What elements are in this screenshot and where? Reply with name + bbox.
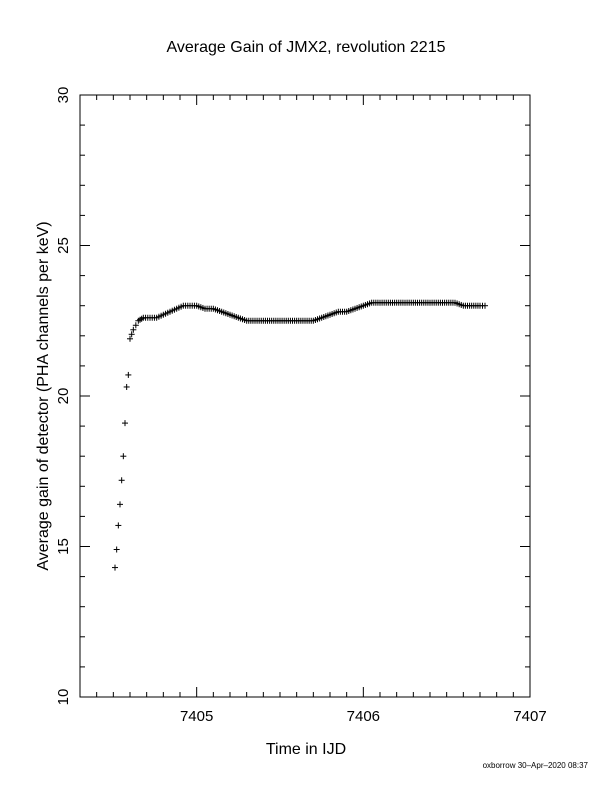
data-points xyxy=(112,299,488,571)
data-point xyxy=(112,564,118,571)
y-tick-label: 20 xyxy=(55,388,72,405)
data-point xyxy=(127,335,133,342)
y-tick-labels: 10 15 20 25 30 xyxy=(55,87,72,706)
x-minor-ticks xyxy=(79,95,514,697)
data-point xyxy=(123,383,130,390)
data-point xyxy=(125,371,132,378)
data-point xyxy=(113,546,120,553)
x-tick-label: 7406 xyxy=(347,708,380,725)
y-axis-label: Average gain of detector (PHA channels p… xyxy=(35,221,52,570)
x-tick-labels: 7405 7406 7407 xyxy=(180,708,547,725)
y-tick-label: 15 xyxy=(55,538,72,555)
x-axis-label: Time in IJD xyxy=(266,741,346,758)
y-minor-ticks xyxy=(80,124,530,668)
y-tick-label: 30 xyxy=(55,87,72,104)
plot-frame xyxy=(79,94,531,698)
y-tick-label: 10 xyxy=(55,689,72,706)
y-major-ticks xyxy=(80,94,530,698)
data-point xyxy=(130,326,137,333)
data-point xyxy=(120,453,127,460)
data-point xyxy=(122,420,128,427)
data-point xyxy=(115,522,122,529)
x-major-ticks xyxy=(196,95,531,697)
data-point xyxy=(132,322,139,329)
x-tick-label: 7405 xyxy=(180,708,213,725)
data-point xyxy=(117,501,123,508)
data-point xyxy=(482,302,488,309)
data-point xyxy=(118,477,125,484)
y-tick-label: 25 xyxy=(55,237,72,254)
x-tick-label: 7407 xyxy=(513,708,546,725)
footer-stamp: oxborrow 30–Apr–2020 08:37 xyxy=(483,761,589,770)
data-point xyxy=(128,331,135,338)
chart-title: Average Gain of JMX2, revolution 2215 xyxy=(167,39,446,56)
